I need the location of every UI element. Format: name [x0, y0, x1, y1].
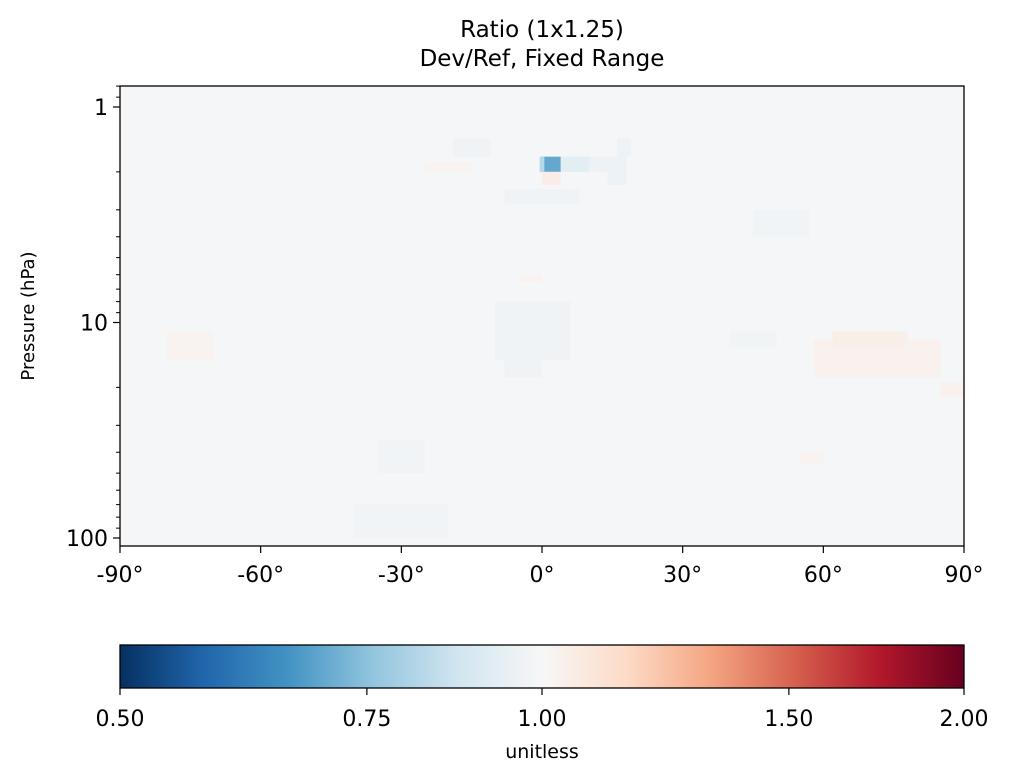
colorbar: [119, 644, 965, 689]
colorbar-tick-label: 1.50: [764, 707, 813, 732]
heatmap-cell: [377, 439, 425, 474]
y-axis-label: Pressure (hPa): [18, 251, 39, 380]
heatmap-cell: [542, 171, 561, 185]
y-tick-label: 10: [80, 312, 108, 337]
colorbar-label: unitless: [505, 741, 579, 763]
x-tick-label: -60°: [237, 563, 284, 588]
x-tick-label: 30°: [663, 563, 702, 588]
colorbar-tick-label: 1.00: [518, 707, 567, 732]
heatmap-cell: [452, 138, 491, 157]
heatmap-cell: [495, 301, 571, 361]
heatmap-cell: [560, 156, 589, 172]
heatmap-cell: [588, 156, 627, 172]
x-tick-label: 60°: [804, 563, 843, 588]
heatmap-cell: [166, 331, 214, 361]
heatmap-cell: [799, 452, 824, 464]
heatmap-cell: [504, 188, 580, 204]
x-tick-label: 0°: [530, 563, 555, 588]
colorbar-tick-label: 0.50: [96, 707, 145, 732]
y-axis-minor-ticks: [116, 85, 120, 529]
heatmap-cell: [542, 156, 561, 172]
x-tick-label: 90°: [945, 563, 984, 588]
x-tick-label: -30°: [378, 563, 425, 588]
x-axis: -90° -60° -30° 0° 30° 60° 90°: [97, 546, 984, 588]
colorbar-tick-label: 0.75: [342, 707, 391, 732]
heatmap-cell: [539, 156, 545, 172]
chart-subtitle: Dev/Ref, Fixed Range: [419, 46, 665, 72]
heatmap-cell: [424, 162, 472, 172]
heatmap-cell: [354, 504, 449, 538]
heatmap-cell: [607, 171, 627, 185]
heatmap-cell: [940, 382, 964, 397]
chart-title: Ratio (1x1.25): [460, 17, 624, 43]
x-tick-label: -90°: [97, 563, 144, 588]
colorbar-ticks: 0.50 0.75 1.00 1.50 2.00: [96, 688, 989, 732]
heatmap-cell: [518, 274, 542, 283]
heatmap-cell: [617, 138, 632, 157]
y-tick-label: 100: [66, 527, 108, 552]
heatmap-cell: [504, 360, 542, 378]
heatmap-cells: [166, 138, 964, 538]
colorbar-tick-label: 2.00: [940, 707, 989, 732]
y-axis: 1 10 100: [66, 96, 120, 552]
heatmap-cell: [753, 209, 810, 237]
heatmap-cell: [729, 331, 777, 348]
y-tick-label: 1: [94, 96, 108, 121]
heatmap-cell: [832, 331, 908, 348]
